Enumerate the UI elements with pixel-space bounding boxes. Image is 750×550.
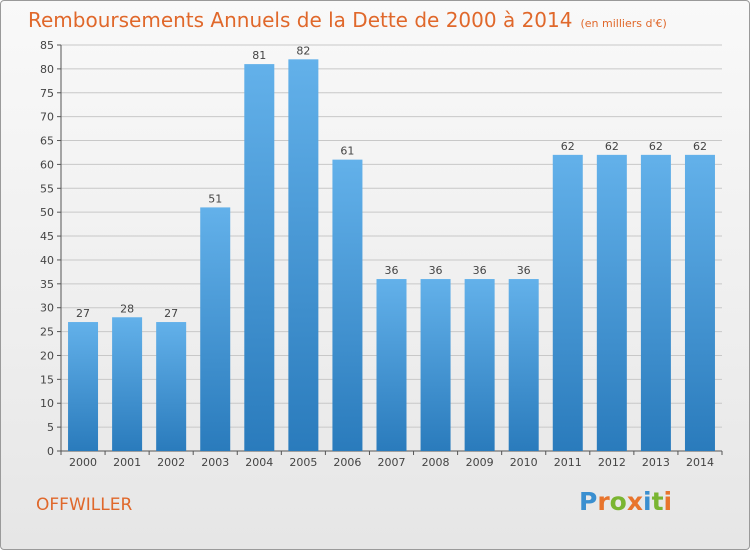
data-label: 62 [561, 140, 575, 153]
y-tick-label: 85 [40, 39, 54, 52]
y-tick-label: 25 [40, 326, 54, 339]
x-tick-label: 2001 [113, 456, 141, 469]
data-label: 51 [208, 192, 222, 205]
y-tick-label: 60 [40, 158, 54, 171]
title-line: Remboursements Annuels de la Dette de 20… [28, 8, 667, 32]
data-label: 27 [164, 307, 178, 320]
bar-2001 [112, 317, 143, 451]
y-tick-label: 65 [40, 135, 54, 148]
data-label: 36 [385, 264, 399, 277]
bar-2013 [640, 154, 671, 451]
data-label: 82 [296, 44, 310, 57]
bar-2008 [420, 279, 451, 451]
x-tick-label: 2011 [554, 456, 582, 469]
bar-2002 [156, 322, 187, 451]
x-tick-labels: 2000 2001 2002 2003 2004 2005 2006 2007 2008 2009… [69, 456, 714, 469]
y-tick-label: 0 [47, 445, 54, 458]
bar-2003 [200, 207, 231, 451]
logo-letter: x [626, 487, 643, 516]
y-tick-label: 35 [40, 278, 54, 291]
bar-2007 [376, 279, 407, 451]
y-tick-label: 45 [40, 230, 54, 243]
x-tick-label: 2014 [686, 456, 714, 469]
bars [68, 59, 715, 452]
y-tick-label: 15 [40, 373, 54, 386]
x-tick-label: 2012 [598, 456, 626, 469]
y-tick-label: 30 [40, 302, 54, 315]
y-tick-label: 75 [40, 87, 54, 100]
data-label: 81 [252, 49, 266, 62]
bar-2014 [684, 154, 715, 451]
logo-letter: i [663, 487, 673, 516]
data-label: 62 [605, 140, 619, 153]
bar-2004 [244, 64, 275, 451]
chart-unit: (en milliers d'€) [580, 17, 667, 30]
logo-letter: o [609, 487, 627, 516]
x-tick-label: 2006 [333, 456, 361, 469]
data-label: 61 [340, 145, 354, 158]
y-tick-label: 55 [40, 182, 54, 195]
data-labels: 27 28 27 51 81 82 61 36 36 36 36 62 62 62 62 [76, 44, 707, 320]
y-tick-label: 5 [47, 421, 54, 434]
proxiti-logo: Proxiti [579, 487, 672, 516]
bar-2005 [288, 59, 319, 452]
y-tick-label: 80 [40, 63, 54, 76]
chart-title: Remboursements Annuels de la Dette de 20… [28, 8, 573, 32]
logo-letter: i [643, 487, 652, 516]
x-tick-label: 2008 [422, 456, 450, 469]
bar-2006 [332, 159, 363, 451]
logo-letter: r [597, 487, 610, 516]
data-label: 36 [473, 264, 487, 277]
x-tick-label: 2003 [201, 456, 229, 469]
bar-2009 [464, 279, 495, 451]
data-label: 62 [649, 140, 663, 153]
x-tick-label: 2010 [510, 456, 538, 469]
data-label: 28 [120, 302, 134, 315]
y-tick-label: 10 [40, 397, 54, 410]
commune-name: OFFWILLER [36, 495, 133, 515]
logo-letter: t [651, 487, 664, 516]
x-tick-label: 2005 [289, 456, 317, 469]
data-label: 36 [517, 264, 531, 277]
x-tick-label: 2013 [642, 456, 670, 469]
y-tick-label: 40 [40, 254, 54, 267]
data-label: 27 [76, 307, 90, 320]
bar-2000 [68, 322, 99, 451]
x-tick-label: 2009 [466, 456, 494, 469]
bar-2012 [596, 154, 627, 451]
x-tick-label: 2007 [378, 456, 406, 469]
data-label: 36 [429, 264, 443, 277]
x-tick-label: 2000 [69, 456, 97, 469]
x-tick-label: 2002 [157, 456, 185, 469]
bar-2011 [552, 154, 583, 451]
y-tick-labels: 0 5 10 15 20 25 30 35 40 45 50 55 60 65 70 75 80 85 [40, 39, 54, 458]
bar-2010 [508, 279, 539, 451]
x-tick-label: 2004 [245, 456, 273, 469]
y-tick-label: 50 [40, 206, 54, 219]
logo-letter: P [579, 487, 598, 516]
y-tick-label: 20 [40, 349, 54, 362]
y-tick-label: 70 [40, 111, 54, 124]
data-label: 62 [693, 140, 707, 153]
